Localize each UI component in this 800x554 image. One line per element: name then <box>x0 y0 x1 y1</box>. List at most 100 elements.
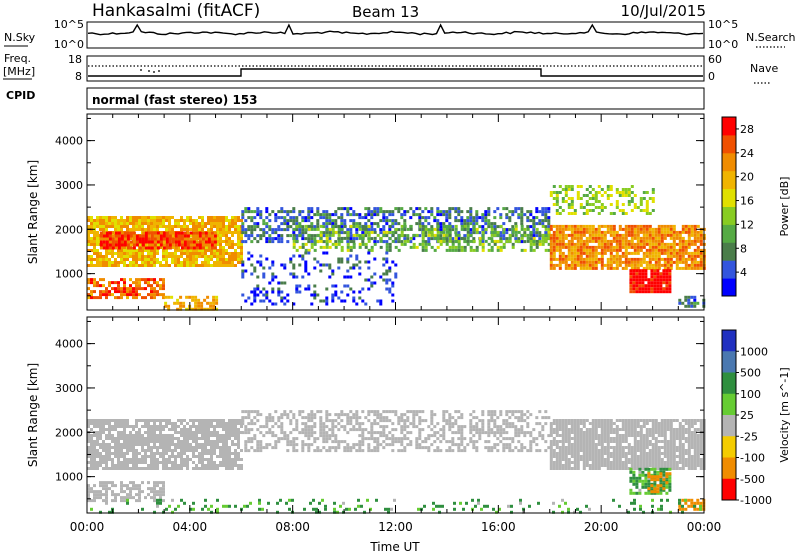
data-cell <box>591 233 595 237</box>
data-cell <box>283 266 287 270</box>
data-cell <box>541 242 545 246</box>
data-cell <box>213 428 216 431</box>
data-cell <box>177 243 181 247</box>
data-cell <box>135 264 138 267</box>
data-cell <box>352 446 356 450</box>
data-cell <box>352 242 356 246</box>
data-cell <box>96 231 99 234</box>
data-cell <box>696 230 700 234</box>
data-cell <box>237 228 240 231</box>
data-cell <box>213 249 216 252</box>
data-cell <box>126 458 129 461</box>
data-cell <box>171 461 174 464</box>
data-cell <box>216 419 219 422</box>
data-cell <box>120 234 124 238</box>
data-cell <box>582 224 586 228</box>
data-cell <box>364 302 368 306</box>
data-cell <box>319 431 323 435</box>
data-cell <box>147 231 151 235</box>
data-cell <box>177 240 181 244</box>
data-cell <box>615 248 619 252</box>
data-cell <box>123 437 126 440</box>
data-cell <box>138 428 141 431</box>
data-cell <box>240 467 243 470</box>
freq-left-tick-top: 18 <box>68 53 82 66</box>
data-cell <box>117 434 120 437</box>
data-cell <box>129 246 133 250</box>
data-cell <box>654 236 658 240</box>
data-cell <box>225 461 228 464</box>
data-cell <box>358 296 362 300</box>
data-cell <box>612 227 616 231</box>
data-cell <box>322 431 326 435</box>
data-cell <box>156 490 159 494</box>
data-cell <box>648 197 652 200</box>
data-cell <box>442 428 446 432</box>
data-cell <box>186 437 189 440</box>
data-cell <box>570 203 574 206</box>
data-cell <box>237 431 240 434</box>
data-cell <box>126 219 129 222</box>
data-cell <box>292 446 296 450</box>
data-cell <box>451 425 455 429</box>
data-cell <box>280 413 284 417</box>
data-cell <box>225 228 228 231</box>
data-cell <box>108 422 111 425</box>
data-cell <box>195 434 198 437</box>
data-cell <box>502 422 506 426</box>
data-cell <box>427 230 431 234</box>
data-cell <box>111 484 114 488</box>
data-cell <box>579 419 583 422</box>
data-cell <box>382 425 386 429</box>
data-cell <box>555 209 559 212</box>
data-cell <box>171 428 174 431</box>
data-cell <box>228 458 231 461</box>
data-cell <box>156 293 159 297</box>
data-cell <box>259 210 263 214</box>
data-cell <box>153 496 156 500</box>
data-cell <box>186 228 189 231</box>
data-cell <box>511 213 515 217</box>
data-cell <box>219 464 222 467</box>
data-cell <box>687 251 691 255</box>
data-cell <box>597 233 601 237</box>
data-cell <box>430 210 434 214</box>
data-cell <box>198 452 201 455</box>
data-cell <box>120 449 123 452</box>
data-cell <box>189 431 192 434</box>
data-cell <box>502 242 506 246</box>
data-cell <box>195 437 198 440</box>
data-cell <box>240 464 243 467</box>
data-cell <box>635 281 639 285</box>
data-cell <box>657 236 661 240</box>
data-cell <box>192 446 195 449</box>
data-cell <box>120 296 123 300</box>
data-cell <box>159 437 162 440</box>
data-cell <box>478 434 482 438</box>
data-cell <box>349 234 353 238</box>
data-cell <box>442 213 446 217</box>
data-cell <box>153 290 156 294</box>
data-cell <box>207 234 211 238</box>
data-cell <box>642 242 646 246</box>
data-cell <box>162 481 165 485</box>
data-cell <box>651 233 655 237</box>
data-cell <box>174 422 177 425</box>
data-cell <box>325 287 329 291</box>
data-cell <box>629 278 633 282</box>
data-cell <box>250 272 254 276</box>
data-cell <box>457 410 461 414</box>
data-cell <box>355 213 359 217</box>
data-cell <box>499 413 503 417</box>
data-cell <box>150 249 153 252</box>
data-cell <box>141 481 144 485</box>
data-cell <box>678 233 682 237</box>
data-cell <box>427 237 431 241</box>
data-cell <box>573 224 577 228</box>
data-cell <box>286 434 290 438</box>
data-cell <box>418 422 422 426</box>
data-cell <box>367 228 371 232</box>
data-cell <box>144 237 148 241</box>
data-cell <box>665 272 669 276</box>
data-cell <box>424 446 428 450</box>
